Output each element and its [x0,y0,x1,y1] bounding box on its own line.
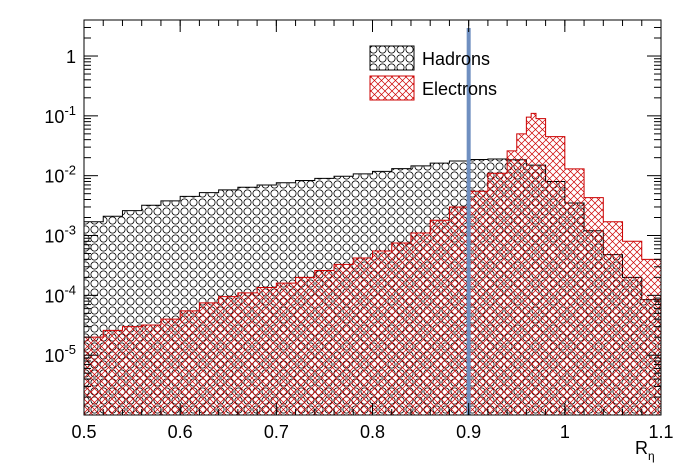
y-tick-label: 10-1 [44,103,76,127]
x-tick-label: 0.5 [71,422,96,442]
x-tick-label: 0.8 [360,422,385,442]
axis-ticks: 0.5 0.6 0.7 0.8 0.9 1 1.1 10-5 10-4 10-3 10-2 10-1 1 [44,19,674,442]
x-axis-label: R [635,438,648,458]
y-tick-label: 10-5 [44,342,76,366]
series-electrons [84,112,661,415]
y-tick-label: 10-3 [44,223,76,247]
x-tick-label: 1 [560,422,570,442]
y-tick-label: 10-4 [44,282,76,306]
legend-label-electrons: Electrons [422,79,497,99]
legend-swatch-electrons-hatch [369,75,415,101]
series-electrons-fill [84,113,661,415]
series-layer [84,112,661,415]
x-tick-label: 1.1 [648,422,673,442]
legend-swatch-hadrons [369,45,415,71]
x-axis-label-subscript: η [648,449,655,463]
series-electrons-outline [84,112,661,415]
x-tick-label: 0.9 [456,422,481,442]
legend: Hadrons Electrons [369,45,497,101]
legend-label-hadrons: Hadrons [422,49,490,69]
x-tick-label: 0.6 [168,422,193,442]
x-tick-label: 0.7 [264,422,289,442]
y-tick-label: 10-2 [44,163,76,187]
y-tick-label: 1 [66,47,76,67]
